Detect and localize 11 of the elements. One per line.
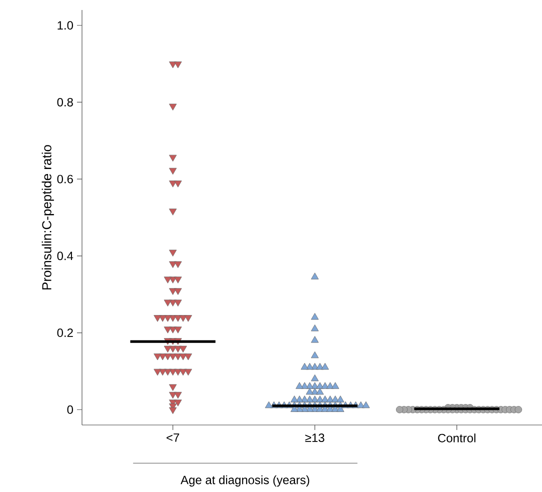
y-tick-label: 0.8: [57, 98, 73, 106]
x-axis-title: Age at diagnosis (years): [180, 475, 310, 487]
y-tick-label: 0.2: [57, 328, 73, 338]
x-tick-label: Control: [438, 434, 476, 442]
x-tick-label: ≥13: [305, 434, 324, 442]
y-tick-label: 0.4: [57, 252, 74, 260]
y-tick-label: 0: [67, 405, 74, 414]
y-tick-label: 0.6: [57, 174, 73, 184]
y-axis-title: Proinsulin:C-peptide ratio: [42, 145, 54, 290]
x-tick-label: <7: [166, 434, 180, 442]
y-tick-label: 1.0: [58, 21, 74, 30]
